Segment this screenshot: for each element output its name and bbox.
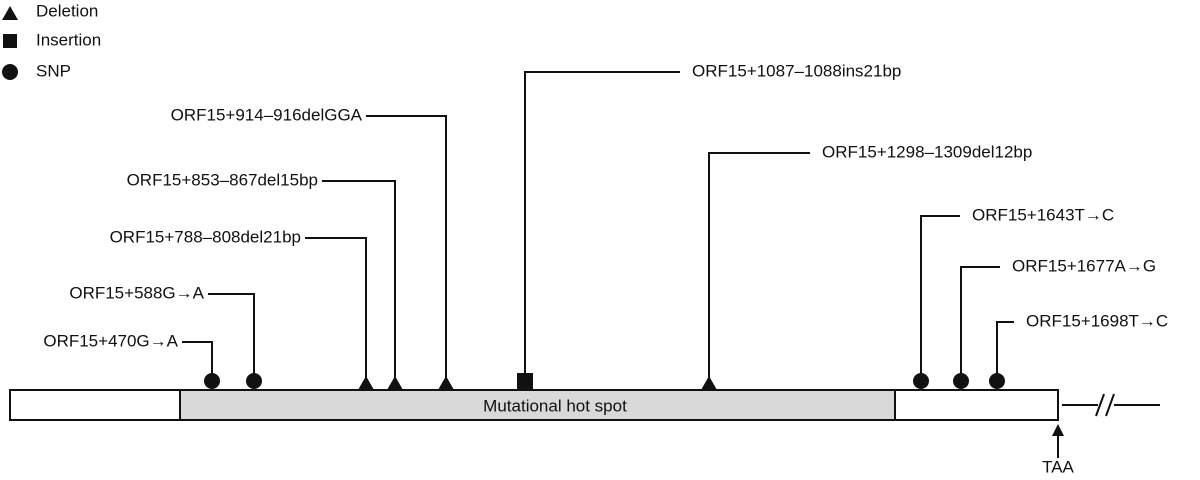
variant-label: ORF15+588G→A [69, 283, 204, 302]
leader-line [182, 341, 213, 382]
leader-line [996, 321, 1014, 382]
snp-marker [913, 373, 929, 389]
break-mark [1095, 393, 1105, 417]
legend-square [3, 34, 17, 48]
deletion-marker [387, 376, 403, 390]
variant-label: ORF15+470G→A [43, 331, 178, 350]
deletion-marker [438, 376, 454, 390]
legend-label: Deletion [36, 1, 98, 20]
break-mark [1105, 393, 1115, 417]
variant-label: ORF15+1698T→C [1026, 311, 1168, 330]
insertion-marker [517, 373, 533, 390]
leader-line [305, 237, 367, 382]
legend-circle [2, 64, 18, 80]
variant-label: ORF15+1087–1088ins21bp [692, 61, 901, 80]
hot-spot-region [179, 389, 896, 421]
variant-label: ORF15+1677A→G [1012, 256, 1156, 275]
deletion-marker [701, 376, 717, 390]
variant-label: ORF15+853–867del15bp [127, 170, 318, 189]
deletion-marker [358, 376, 374, 390]
variant-label: ORF15+1298–1309del12bp [822, 142, 1032, 161]
legend-triangle [2, 6, 18, 20]
variant-label: ORF15+914–916delGGA [171, 105, 363, 124]
snp-marker [246, 373, 262, 389]
stop-arrow-head [1052, 424, 1064, 436]
legend-label: Insertion [36, 30, 101, 49]
leader-line [524, 71, 680, 382]
snp-marker [953, 373, 969, 389]
leader-line [960, 266, 1000, 382]
leader-line [208, 293, 255, 382]
stop-codon-label: TAA [1042, 457, 1074, 476]
snp-marker [204, 373, 220, 389]
leader-line [366, 115, 447, 382]
snp-marker [989, 373, 1005, 389]
variant-label: ORF15+788–808del21bp [110, 227, 301, 246]
leader-line [322, 180, 396, 382]
region-label: Mutational hot spot [483, 396, 627, 415]
legend-label: SNP [36, 61, 71, 80]
variant-label: ORF15+1643T→C [972, 205, 1114, 224]
leader-line [920, 215, 960, 382]
leader-line [708, 152, 810, 382]
